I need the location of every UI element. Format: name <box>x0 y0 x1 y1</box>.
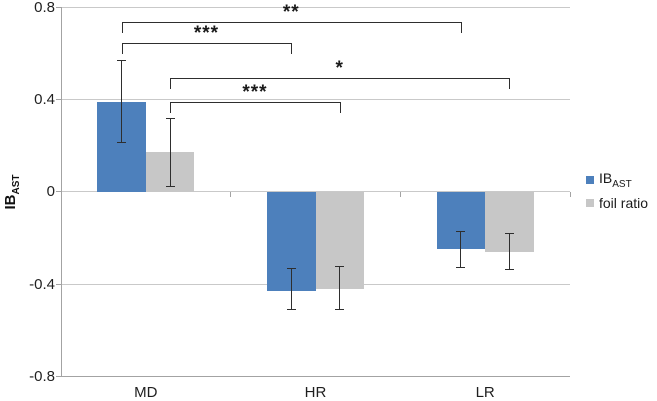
y-axis-title: IBAST <box>2 174 22 210</box>
y-tick-label: -0.8 <box>29 368 55 385</box>
significance-bracket-end <box>291 43 293 55</box>
y-axis-tick <box>56 191 61 193</box>
error-bar-LR-IB <box>460 231 462 268</box>
legend-item-IB: IBAST <box>586 168 648 191</box>
error-bar-cap-bottom <box>504 269 514 271</box>
significance-label: *** <box>193 23 219 45</box>
significance-bracket-end <box>170 101 172 113</box>
error-bar-cap-bottom <box>286 308 296 310</box>
legend-swatch <box>586 198 594 207</box>
error-bar-HR-foil ratio <box>339 265 341 310</box>
legend-item-foil ratio: foil ratio <box>586 191 648 214</box>
significance-bracket <box>170 101 340 103</box>
significance-bracket-end <box>509 78 511 90</box>
x-tick-label-LR: LR <box>475 384 495 401</box>
y-tick-label: -0.4 <box>29 275 55 293</box>
error-bar-cap-top <box>117 60 127 62</box>
y-axis-tick <box>56 98 61 100</box>
significance-bracket <box>121 43 292 45</box>
significance-bracket <box>170 78 510 80</box>
y-tick-label: 0.8 <box>34 0 55 16</box>
error-bar-cap-bottom <box>335 308 345 310</box>
error-bar-LR-foil ratio <box>508 233 510 271</box>
significance-bracket-end <box>460 22 462 33</box>
y-axis-tick <box>56 6 61 8</box>
error-bar-cap-bottom <box>117 142 127 144</box>
gridline-0.8 <box>61 6 570 8</box>
y-axis-tick <box>56 283 61 285</box>
x-axis-category-tick <box>399 191 401 197</box>
significance-bracket-end <box>339 101 341 113</box>
error-bar-cap-top <box>504 233 514 235</box>
x-axis-line <box>61 375 570 377</box>
x-tick-label-MD: MD <box>134 384 158 401</box>
legend-swatch <box>586 175 594 184</box>
error-bar-cap-bottom <box>165 186 175 188</box>
y-tick-label: 0.4 <box>34 90 55 108</box>
y-axis-line <box>61 7 62 377</box>
significance-bracket-end <box>121 43 123 55</box>
legend-label: foil ratio <box>599 194 649 211</box>
legend: IBAST foil ratio <box>586 168 648 214</box>
y-axis-tick <box>56 376 61 377</box>
error-bar-cap-top <box>286 267 296 269</box>
significance-bracket <box>121 22 461 23</box>
x-tick-label-HR: HR <box>304 384 327 401</box>
error-bar-cap-top <box>335 265 345 267</box>
gridline-0.4 <box>61 98 570 100</box>
error-bar-MD-IB <box>121 60 123 144</box>
significance-label: * <box>335 58 344 80</box>
x-axis-category-tick <box>230 191 232 197</box>
x-axis-category-tick <box>569 191 571 197</box>
error-bar-HR-IB <box>290 267 292 310</box>
error-bar-cap-bottom <box>456 266 466 268</box>
significance-bracket-end <box>121 22 123 33</box>
significance-bracket-end <box>170 78 172 90</box>
significance-label: ** <box>282 2 300 23</box>
y-tick-label: 0 <box>46 183 55 201</box>
significance-label: *** <box>242 81 268 103</box>
error-bar-cap-top <box>456 231 466 232</box>
error-bar-cap-top <box>165 117 175 119</box>
legend-label: IBAST <box>599 169 632 190</box>
error-bar-MD-foil ratio <box>169 117 171 188</box>
